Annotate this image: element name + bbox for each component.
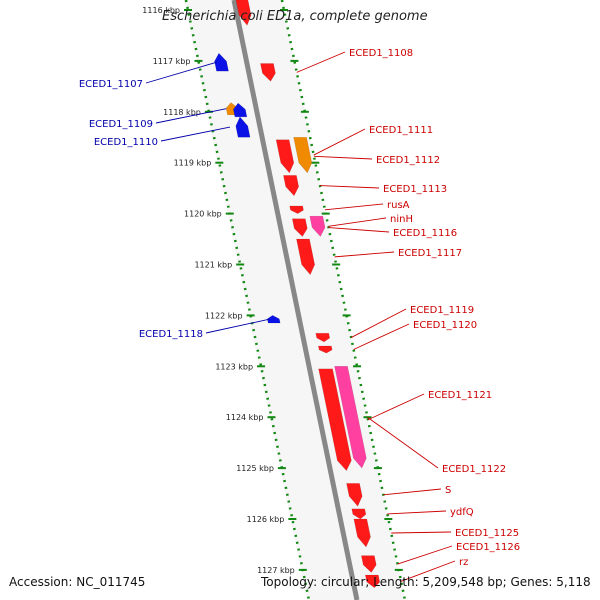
gene-label-eced1-1119[interactable]: ECED1_1119 bbox=[410, 305, 474, 316]
label-leader-line bbox=[387, 510, 447, 515]
label-leader-line bbox=[353, 323, 410, 350]
gene-label-rusa[interactable]: rusA bbox=[387, 200, 410, 211]
gene-label-eced1-1107[interactable]: ECED1_1107 bbox=[79, 79, 143, 90]
label-leader-line bbox=[397, 545, 453, 565]
gene-arrow-eced1-1113[interactable] bbox=[283, 175, 300, 197]
kbp-tick-label: 1120 kbp bbox=[184, 210, 222, 219]
gene-label-ydfq[interactable]: ydfQ bbox=[450, 507, 474, 518]
kbp-tick-label: 1124 kbp bbox=[226, 413, 264, 422]
gene-arrow-eced1-1116[interactable] bbox=[291, 218, 308, 237]
gene-arrow-ninh[interactable] bbox=[309, 215, 326, 238]
kbp-ticks: 1116 kbp 1117 kbp 1118 kbp 1119 kbp 1120 kbp… bbox=[142, 0, 407, 600]
gene-arrow-eced1-1111[interactable] bbox=[293, 136, 313, 174]
gene-label-eced1-1116[interactable]: ECED1_1116 bbox=[393, 228, 457, 239]
gene-arrow-eced1-1110[interactable] bbox=[235, 116, 251, 138]
gene-arrow-eced1-1107[interactable] bbox=[214, 52, 229, 72]
gene-arrow-eced1-1121[interactable] bbox=[318, 368, 352, 472]
kbp-tick-label: 1117 kbp bbox=[153, 57, 191, 66]
kbp-tick-label: 1119 kbp bbox=[174, 159, 212, 168]
label-leader-line bbox=[296, 51, 346, 73]
gene-arrow-reverse-2[interactable] bbox=[233, 102, 248, 118]
label-leader-line bbox=[328, 227, 390, 233]
gene-label-eced1-1121[interactable]: ECED1_1121 bbox=[428, 390, 492, 401]
label-leader-line bbox=[328, 217, 387, 227]
kbp-tick-label: 1125 kbp bbox=[236, 464, 274, 473]
gene-arrow-eced1-1126[interactable] bbox=[360, 555, 377, 573]
genome-summary-text: Topology: circular; Length: 5,209,548 bp… bbox=[261, 575, 591, 589]
label-leader-line bbox=[391, 531, 452, 534]
gene-label-eced1-1112[interactable]: ECED1_1112 bbox=[376, 155, 440, 166]
gene-labels[interactable]: ECED1_1108 ECED1_1111 ECED1_1112 ECED1_1113… bbox=[79, 48, 520, 582]
gene-label-eced1-1120[interactable]: ECED1_1120 bbox=[413, 320, 477, 331]
genome-backbone bbox=[231, 0, 360, 600]
label-leader-line bbox=[334, 251, 395, 258]
kbp-tick-label: 1123 kbp bbox=[215, 362, 253, 371]
gene-label-eced1-1126[interactable]: ECED1_1126 bbox=[456, 542, 520, 553]
gene-label-eced1-1125[interactable]: ECED1_1125 bbox=[455, 528, 519, 539]
gene-arrow-s[interactable] bbox=[346, 483, 363, 507]
label-leader-line bbox=[400, 560, 456, 582]
genome-title: Escherichia coli ED1a, complete genome bbox=[162, 9, 428, 24]
gene-label-eced1-1113[interactable]: ECED1_1113 bbox=[383, 184, 447, 195]
gene-arrow-eced1-1112[interactable] bbox=[275, 139, 295, 174]
gene-arrow-eced1-1118[interactable] bbox=[266, 315, 281, 324]
gene-arrow-eced1-1117[interactable] bbox=[296, 238, 316, 276]
accession-text: Accession: NC_011745 bbox=[9, 575, 146, 589]
gene-label-s[interactable]: S bbox=[445, 485, 451, 496]
gene-arrow-eced1-1120[interactable] bbox=[317, 345, 333, 354]
label-leader-line bbox=[319, 185, 380, 189]
label-leader-line bbox=[324, 203, 384, 211]
kbp-tick-label: 1121 kbp bbox=[194, 261, 232, 270]
gene-arrow-forward-0[interactable] bbox=[235, 0, 252, 26]
gene-label-eced1-1109[interactable]: ECED1_1109 bbox=[89, 119, 153, 130]
label-leader-line bbox=[313, 155, 373, 160]
gene-label-eced1-1122[interactable]: ECED1_1122 bbox=[442, 464, 506, 475]
gene-arrow-eced1-1122[interactable] bbox=[334, 365, 367, 469]
label-leader-line bbox=[313, 128, 366, 156]
kbp-tick-label: 1116 kbp bbox=[142, 6, 180, 15]
gene-label-eced1-1110[interactable]: ECED1_1110 bbox=[94, 137, 158, 148]
gene-label-rz[interactable]: rz bbox=[459, 557, 468, 568]
gene-arrow-eced1-1125[interactable] bbox=[353, 518, 371, 548]
gene-label-ninh[interactable]: ninH bbox=[390, 214, 413, 225]
label-leader-line bbox=[367, 393, 425, 421]
label-leader-line bbox=[350, 308, 407, 338]
gene-arrow-ydfq[interactable] bbox=[351, 508, 367, 520]
gene-arrow-eced1-1108[interactable] bbox=[260, 63, 276, 82]
backbone-line bbox=[231, 0, 360, 600]
gene-label-eced1-1111[interactable]: ECED1_1111 bbox=[369, 125, 433, 136]
kbp-tick-label: 1118 kbp bbox=[163, 108, 201, 117]
label-leader-line bbox=[205, 318, 270, 334]
gene-label-eced1-1108[interactable]: ECED1_1108 bbox=[349, 48, 413, 59]
gene-arrow-rusa[interactable] bbox=[289, 205, 304, 214]
gene-arrow-eced1-1119[interactable] bbox=[315, 332, 331, 343]
kbp-tick-label: 1122 kbp bbox=[205, 311, 243, 320]
label-leader-line bbox=[145, 61, 217, 84]
label-leader-line bbox=[383, 488, 442, 496]
gene-arrow-rz[interactable] bbox=[364, 574, 381, 589]
label-leader-line bbox=[155, 108, 227, 124]
gene-label-eced1-1118[interactable]: ECED1_1118 bbox=[139, 329, 203, 340]
gene-label-eced1-1117[interactable]: ECED1_1117 bbox=[398, 248, 462, 259]
kbp-tick-label: 1127 kbp bbox=[257, 566, 295, 575]
gene-features[interactable] bbox=[214, 0, 381, 589]
label-leader-line bbox=[367, 416, 439, 469]
label-leader-line bbox=[160, 126, 231, 142]
kbp-tick-label: 1126 kbp bbox=[247, 515, 285, 524]
